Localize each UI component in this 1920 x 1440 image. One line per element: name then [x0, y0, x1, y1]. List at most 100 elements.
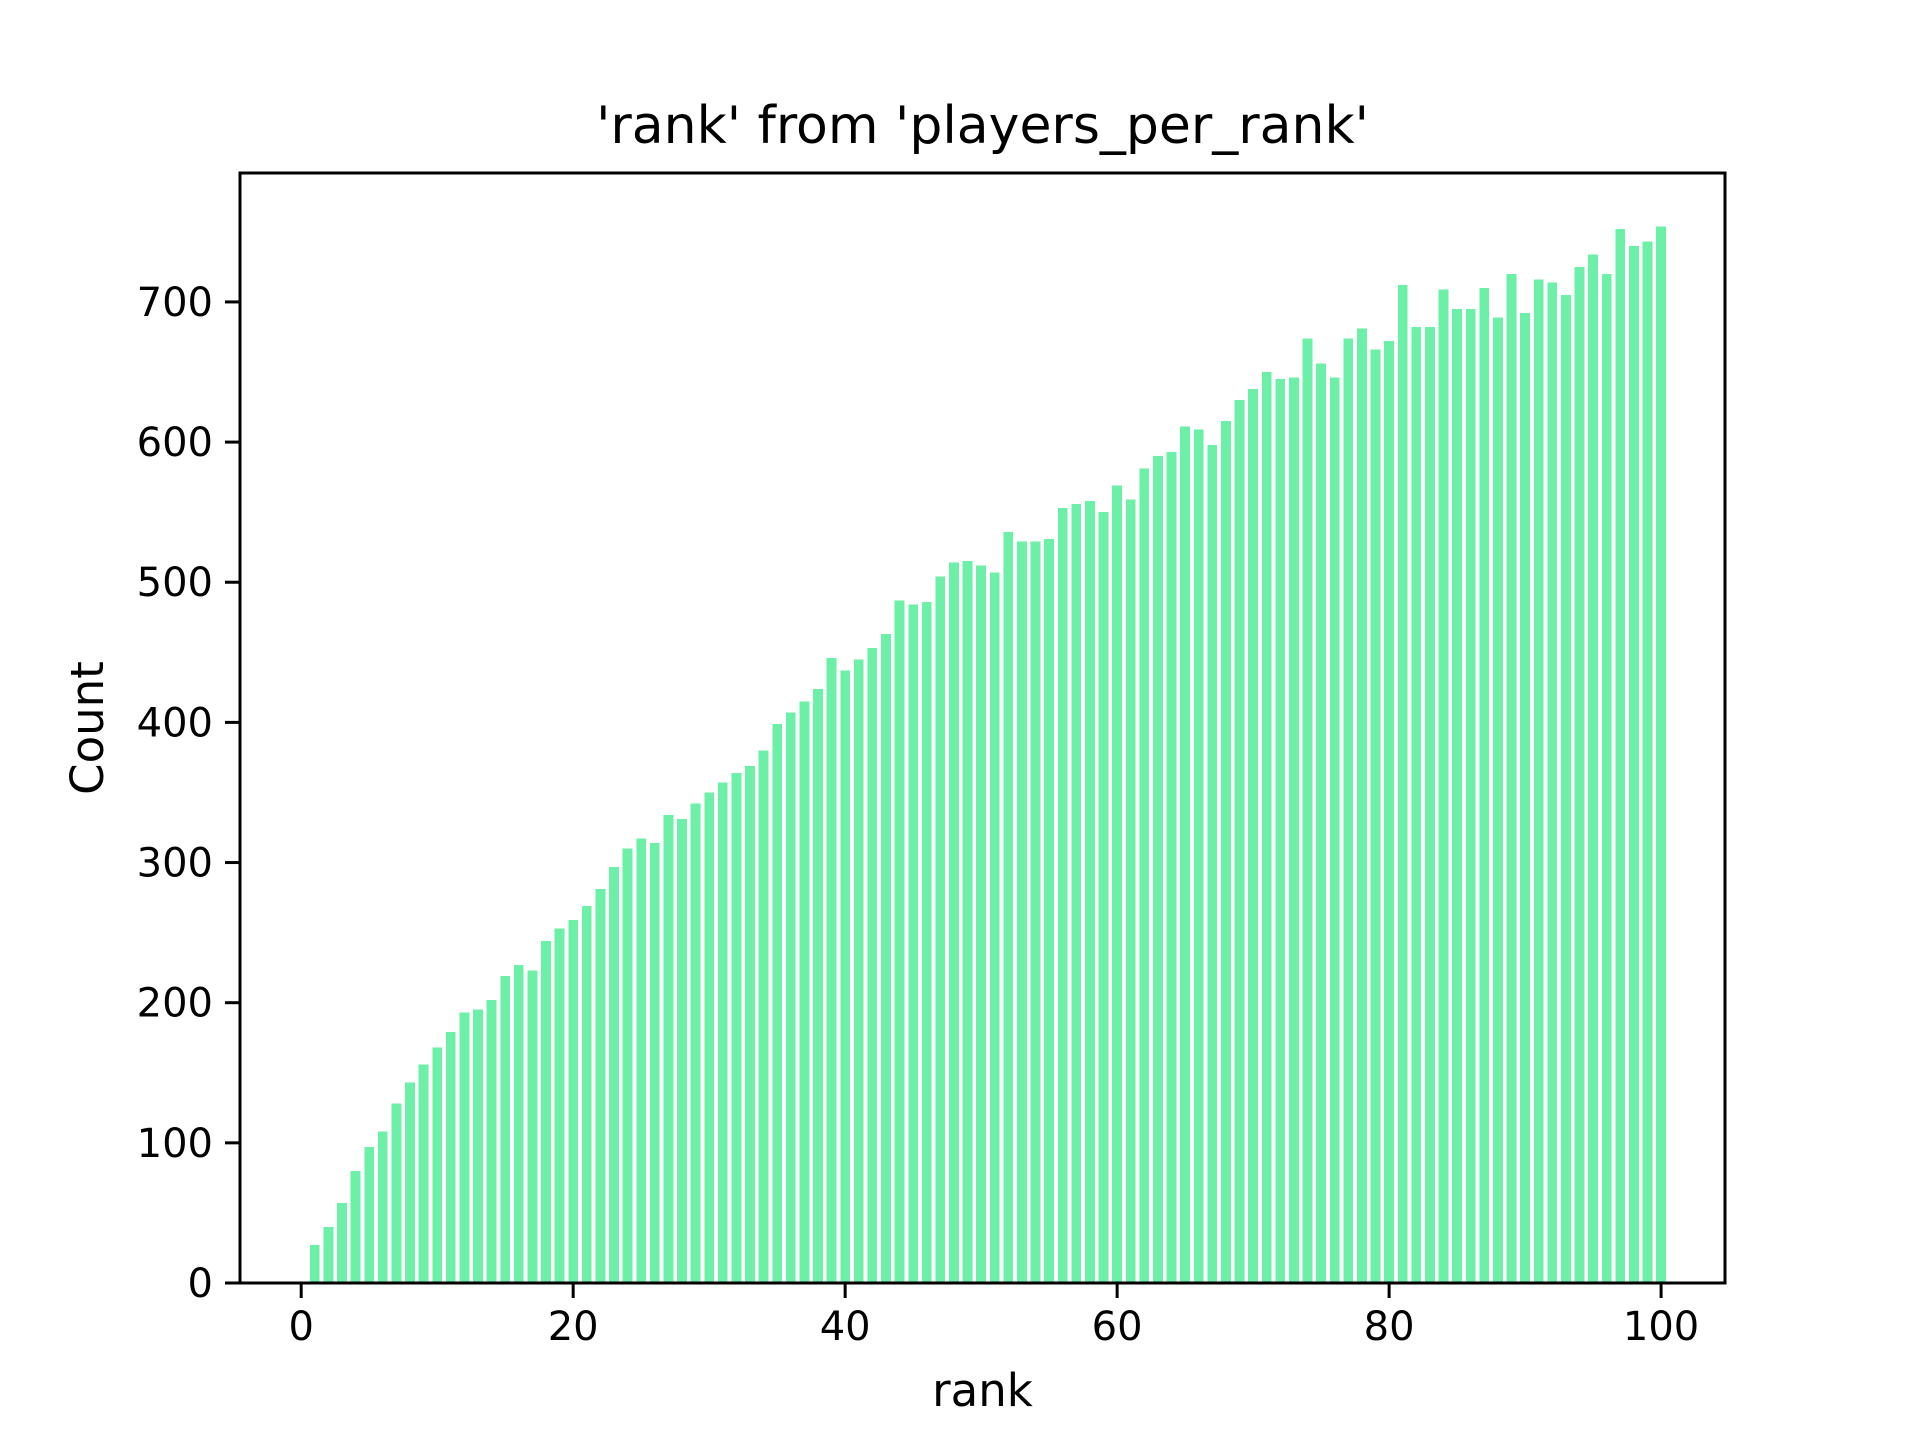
x-tick-label: 20: [548, 1304, 599, 1350]
bar-rank-57: [1071, 503, 1082, 1283]
bar-rank-60: [1112, 485, 1123, 1283]
bar-rank-64: [1166, 451, 1177, 1283]
bar-rank-41: [853, 659, 864, 1283]
bar-rank-72: [1275, 379, 1286, 1283]
bar-rank-29: [690, 803, 701, 1283]
bar-rank-45: [908, 604, 919, 1283]
x-tick-label: 100: [1623, 1304, 1699, 1350]
bar-rank-28: [677, 819, 687, 1283]
bar-rank-17: [527, 970, 538, 1283]
bar-rank-3: [337, 1203, 347, 1283]
bar-rank-38: [813, 688, 823, 1283]
axes-frame: [238, 171, 1727, 1285]
bar-rank-99: [1642, 241, 1653, 1283]
bar-rank-8: [405, 1082, 415, 1283]
bar-rank-85: [1452, 308, 1462, 1283]
bar-rank-42: [867, 648, 878, 1283]
y-tick-label: 200: [137, 981, 213, 1027]
bar-rank-44: [894, 600, 905, 1283]
bar-rank-93: [1561, 294, 1571, 1283]
bar-rank-92: [1547, 282, 1558, 1283]
bar-rank-58: [1085, 500, 1095, 1283]
x-tick-label: 80: [1364, 1304, 1415, 1350]
bar-rank-2: [323, 1226, 334, 1283]
bar-rank-11: [445, 1032, 456, 1283]
bar-rank-23: [609, 866, 619, 1283]
bar-rank-91: [1533, 279, 1544, 1283]
bar-rank-51: [989, 572, 1000, 1283]
x-tick-label: 60: [1092, 1304, 1143, 1350]
bar-rank-83: [1425, 327, 1435, 1283]
bar-rank-32: [731, 772, 742, 1283]
bar-rank-37: [799, 701, 810, 1283]
bar-rank-80: [1384, 341, 1394, 1283]
bar-rank-16: [513, 964, 524, 1283]
bar-rank-79: [1370, 349, 1381, 1284]
y-tick-label: 400: [137, 700, 213, 746]
bar-rank-13: [473, 1009, 483, 1283]
bar-rank-73: [1289, 377, 1299, 1283]
bar-rank-24: [622, 848, 633, 1283]
y-axis-label: Count: [61, 661, 114, 795]
bar-rank-15: [500, 976, 511, 1283]
bar-rank-98: [1628, 245, 1639, 1283]
bar-rank-20: [568, 920, 579, 1283]
y-tick-label: 0: [188, 1261, 213, 1307]
bar-rank-66: [1193, 429, 1204, 1284]
bar-rank-62: [1139, 468, 1150, 1284]
bar-rank-56: [1057, 507, 1068, 1284]
bar-rank-59: [1098, 512, 1109, 1283]
bar-rank-82: [1411, 327, 1422, 1283]
bar-rank-36: [785, 712, 796, 1283]
bar-rank-96: [1601, 273, 1612, 1283]
bar-rank-68: [1221, 421, 1231, 1283]
bar-rank-78: [1357, 328, 1367, 1283]
bar-rank-19: [554, 928, 565, 1283]
bar-rank-4: [350, 1170, 361, 1283]
bar-rank-31: [717, 782, 728, 1283]
bar-rank-69: [1234, 400, 1245, 1283]
bar-rank-67: [1207, 444, 1218, 1283]
bar-rank-35: [772, 723, 783, 1283]
bar-rank-10: [432, 1047, 443, 1283]
bar-rank-52: [1003, 531, 1014, 1283]
bar-rank-34: [758, 750, 769, 1283]
bar-rank-5: [364, 1147, 375, 1283]
bar-rank-14: [486, 999, 497, 1283]
x-tick-label: 0: [288, 1304, 313, 1350]
bar-rank-95: [1588, 254, 1598, 1283]
bar-rank-9: [418, 1064, 429, 1283]
bar-rank-40: [840, 670, 851, 1283]
x-axis-label: rank: [932, 1364, 1033, 1417]
bar-rank-71: [1261, 372, 1272, 1283]
bar-rank-12: [459, 1012, 470, 1283]
bar-rank-61: [1125, 499, 1136, 1283]
bar-rank-87: [1479, 287, 1490, 1283]
bar-rank-48: [949, 562, 959, 1283]
bar-rank-49: [962, 561, 973, 1283]
chart-title: 'rank' from 'players_per_rank': [596, 96, 1369, 156]
y-tick-label: 600: [137, 420, 213, 466]
bar-rank-18: [541, 941, 551, 1283]
bar-rank-54: [1030, 541, 1041, 1283]
bar-rank-39: [826, 657, 837, 1283]
bar-rank-53: [1017, 541, 1027, 1283]
bar-rank-94: [1574, 266, 1585, 1283]
bar-rank-46: [921, 601, 932, 1283]
bar-rank-55: [1044, 538, 1055, 1283]
y-tick-label: 500: [137, 560, 213, 606]
bar-rank-7: [391, 1103, 402, 1283]
bar-rank-25: [636, 838, 647, 1283]
bar-rank-50: [976, 565, 987, 1283]
bar-rank-65: [1180, 426, 1191, 1283]
bar-rank-21: [581, 905, 592, 1283]
y-tick-label: 100: [137, 1121, 213, 1167]
bar-rank-77: [1343, 338, 1354, 1283]
bar-rank-6: [377, 1131, 388, 1283]
x-tick-label: 40: [820, 1304, 871, 1350]
bar-rank-70: [1248, 388, 1259, 1284]
bar-rank-97: [1615, 229, 1626, 1283]
bar-rank-89: [1506, 273, 1517, 1283]
